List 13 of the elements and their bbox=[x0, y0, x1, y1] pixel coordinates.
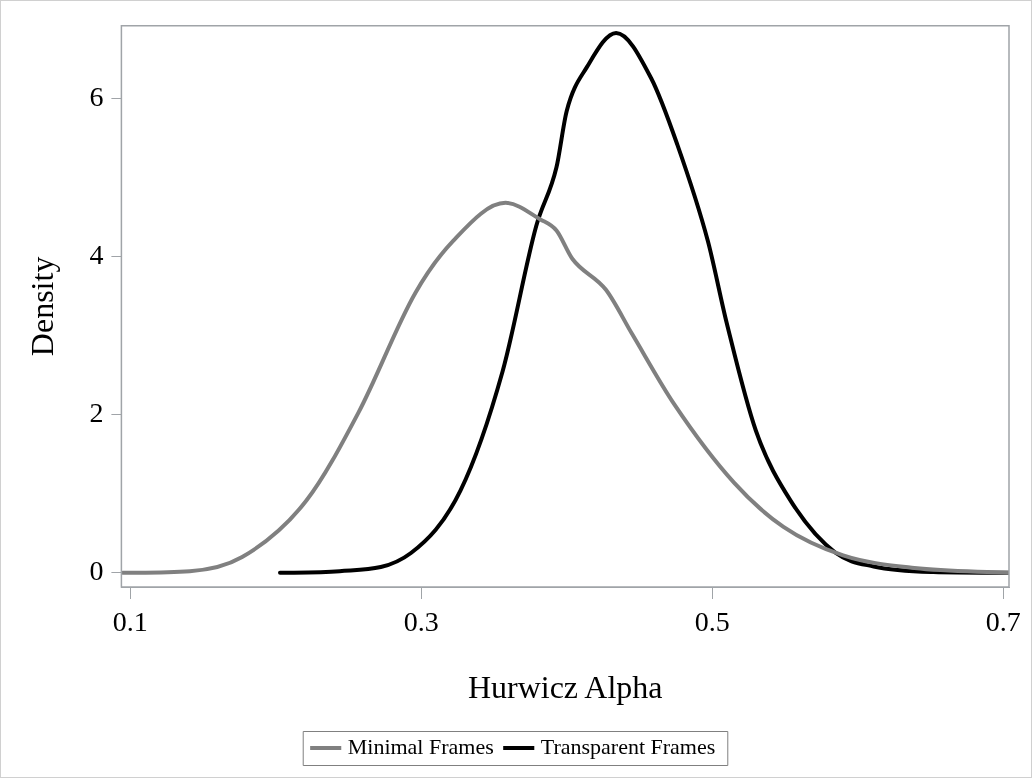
x-tick-label: 0.5 bbox=[694, 606, 730, 638]
x-tick-label: 0.3 bbox=[403, 606, 439, 638]
x-axis-title: Hurwicz Alpha bbox=[467, 669, 663, 706]
legend-label: Transparent Frames bbox=[540, 733, 716, 759]
legend-label: Minimal Frames bbox=[347, 733, 494, 759]
y-tick-label: 2 bbox=[89, 397, 104, 429]
y-axis-title: Density bbox=[23, 256, 60, 357]
x-tick-label: 0.7 bbox=[985, 606, 1021, 638]
x-tick-label: 0.1 bbox=[112, 606, 148, 638]
y-tick-label: 0 bbox=[89, 555, 104, 587]
y-tick-label: 6 bbox=[89, 80, 104, 112]
line-series bbox=[121, 200, 1009, 575]
y-tick-label: 4 bbox=[89, 238, 104, 270]
